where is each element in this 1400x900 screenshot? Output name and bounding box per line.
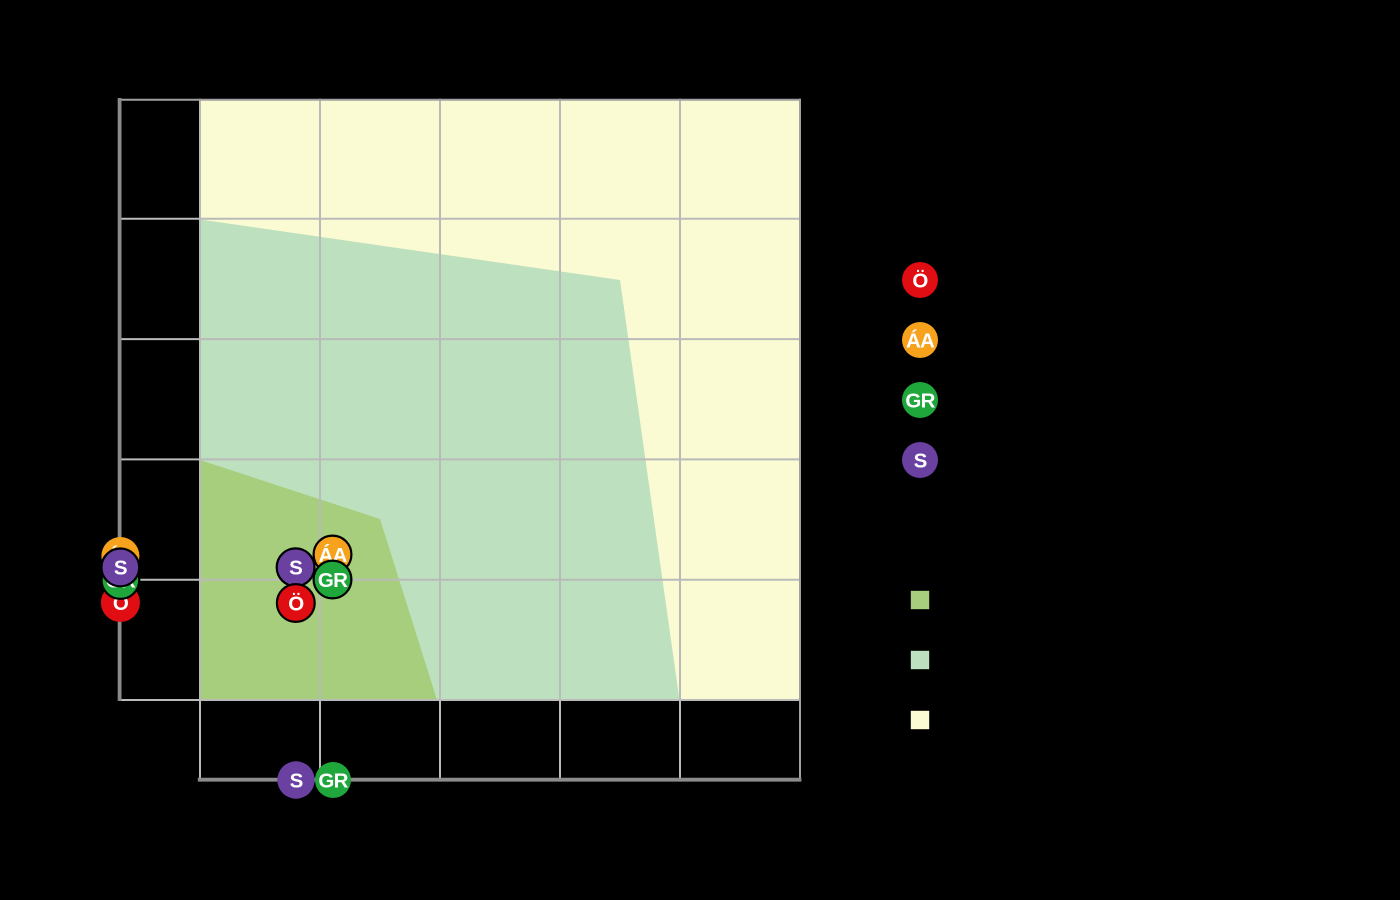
svg-text:Ö: Ö (912, 269, 928, 292)
svg-text:GR: GR (905, 389, 935, 412)
svg-text:S: S (290, 769, 303, 792)
svg-text:S: S (114, 557, 127, 580)
svg-text:GR: GR (318, 769, 348, 792)
svg-text:Ö: Ö (288, 592, 304, 615)
svg-text:S: S (289, 557, 302, 580)
svg-text:ÁA: ÁA (906, 329, 935, 352)
svg-text:GR: GR (318, 569, 348, 592)
svg-text:S: S (914, 449, 927, 472)
